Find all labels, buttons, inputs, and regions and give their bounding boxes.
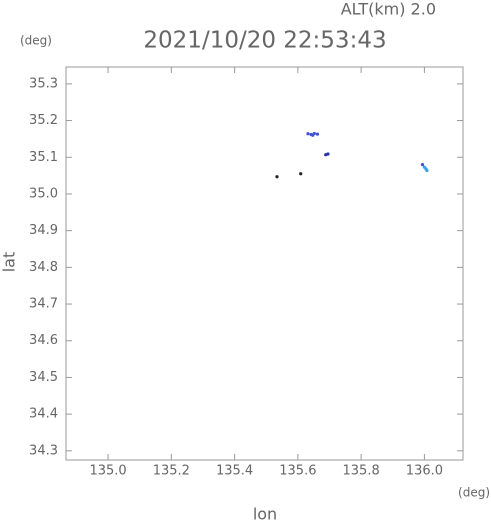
y-tick-label: 34.6 — [29, 333, 58, 348]
chart-title: 2021/10/20 22:53:43 — [143, 28, 386, 54]
point — [326, 152, 330, 156]
subtitle: ALT(km) 2.0 — [341, 0, 436, 19]
y-tick-label: 35.0 — [29, 186, 58, 201]
x-tick-label: 135.4 — [216, 464, 253, 479]
y-tick-label: 34.8 — [29, 260, 58, 275]
x-axis-label: lon — [253, 505, 277, 521]
y-tick-label: 34.9 — [29, 223, 58, 238]
x-tick-label: 135.2 — [153, 464, 190, 479]
y-tick-label: 35.1 — [29, 150, 58, 165]
x-tick-label: 135.0 — [89, 464, 126, 479]
point — [275, 175, 279, 179]
point — [311, 133, 315, 137]
y-tick-label: 35.2 — [29, 113, 58, 128]
y-tick-label: 34.3 — [29, 443, 58, 458]
point — [315, 132, 320, 136]
x-unit: (deg) — [458, 486, 490, 500]
y-axis-label: lat — [0, 252, 19, 273]
x-tick-label: 136.0 — [406, 464, 443, 479]
y-tick-label: 34.5 — [29, 370, 58, 385]
point — [299, 172, 303, 176]
x-tick-label: 135.6 — [279, 464, 316, 479]
y-unit: (deg) — [20, 34, 52, 48]
point — [420, 163, 425, 167]
y-tick-label: 35.3 — [29, 76, 58, 91]
point — [306, 132, 310, 136]
plot-frame — [65, 66, 464, 461]
y-tick-label: 34.7 — [29, 297, 58, 312]
x-tick-label: 135.8 — [343, 464, 380, 479]
point — [425, 168, 429, 173]
y-tick-label: 34.4 — [29, 407, 58, 422]
